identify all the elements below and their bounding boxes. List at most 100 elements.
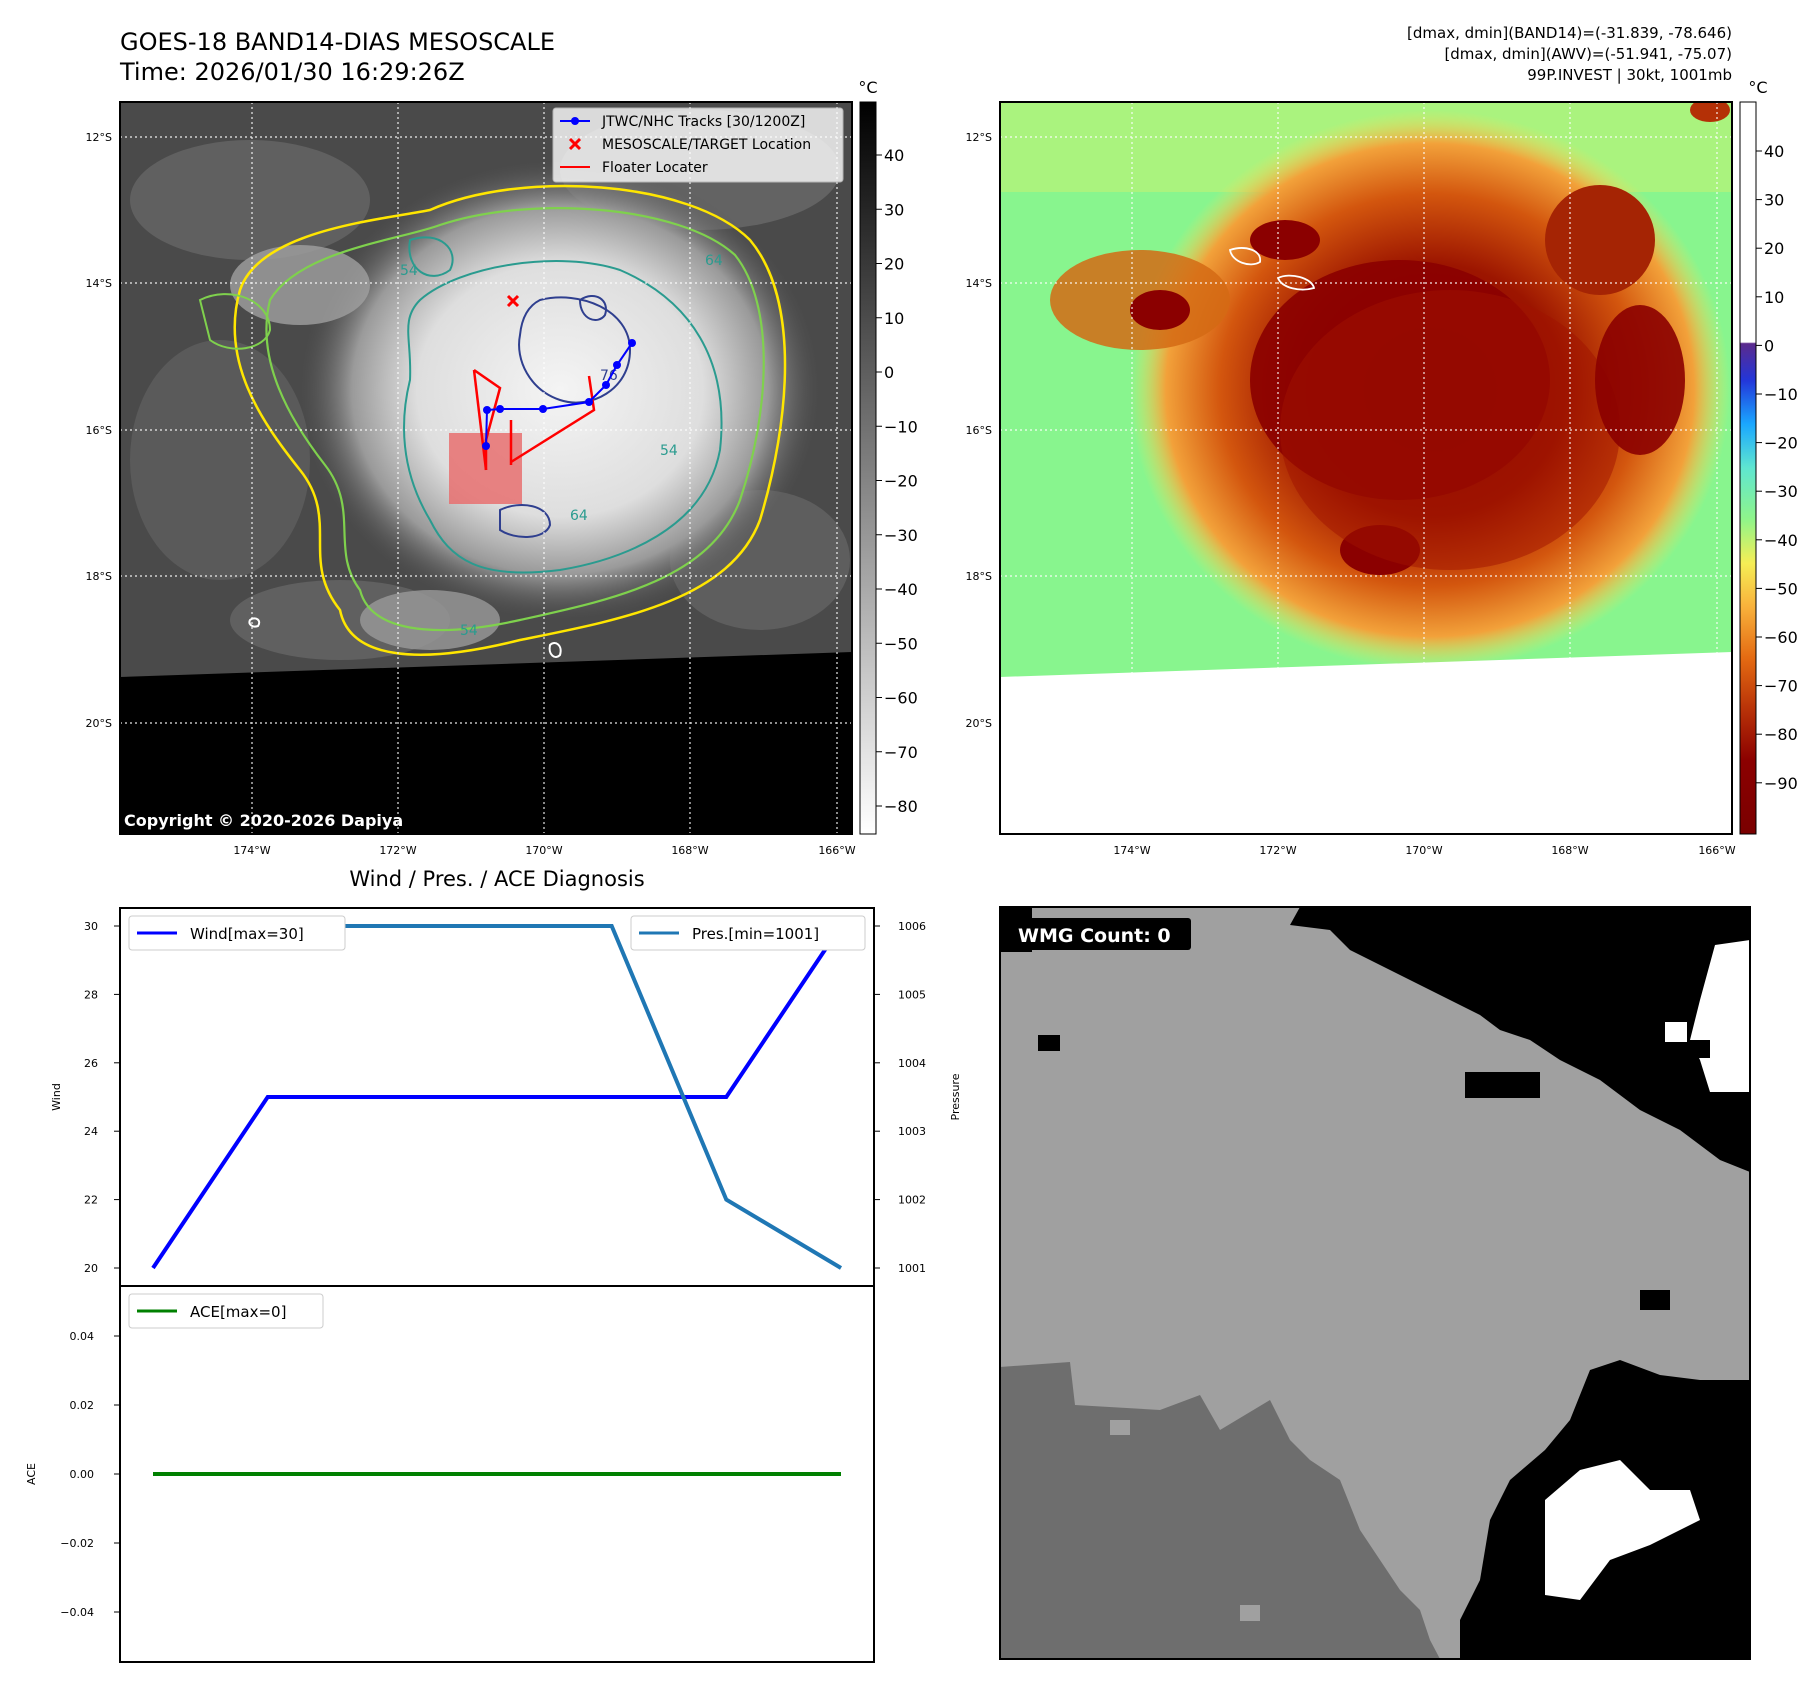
wmg-frame <box>999 906 1751 1660</box>
svg-text:174°W: 174°W <box>1113 844 1150 857</box>
awv-lat-labels: 12°S 14°S 16°S 18°S 20°S <box>966 131 992 730</box>
ir-colorbar-tick-label: 40 <box>884 146 904 165</box>
info-line-3: 99P.INVEST | 30kt, 1001mb <box>1527 66 1732 84</box>
target-marker <box>506 294 520 308</box>
ace-axis-ticks: 0.04 0.02 0.00 −0.02 −0.04 <box>60 1330 120 1619</box>
awv-no-data-region <box>1000 652 1732 834</box>
ace-legend: ACE[max=0] <box>128 1293 324 1329</box>
awv-frame <box>999 101 1733 835</box>
pressure-ylabel: Pressure <box>949 1073 962 1120</box>
ace-ylabel: ACE <box>25 1463 38 1485</box>
diag-title: Wind / Pres. / ACE Diagnosis <box>349 867 644 891</box>
awv-colorbar: °C 40 30 20 10 0 −10 −20 −30 −40 −50 −60 −70 −80 −90 <box>1739 78 1798 835</box>
ir-lon-labels: 174°W 172°W 170°W 168°W 166°W <box>233 844 855 857</box>
awv-colorbar-tick-label: −30 <box>1764 482 1798 501</box>
legend-track: JTWC/NHC Tracks [30/1200Z] <box>601 114 805 130</box>
contour-label-2: 64 <box>570 508 588 524</box>
svg-text:12°S: 12°S <box>966 131 992 144</box>
wind-tick-label: 20 <box>84 1262 98 1275</box>
diag-panel: Wind / Pres. / ACE Diagnosis 30 28 26 24 22 2… <box>25 867 962 1663</box>
ir-legend: JTWC/NHC Tracks [30/1200Z] MESOSCALE/TAR… <box>552 107 844 183</box>
svg-text:174°W: 174°W <box>233 844 270 857</box>
awv-panel: 12°S 14°S 16°S 18°S 20°S 174°W 172°W 170… <box>966 78 1798 857</box>
wmg-count-label: WMG Count: 0 <box>1018 925 1171 947</box>
pressure-tick-label: 1006 <box>898 920 926 933</box>
wmg-dark-grey-region <box>1000 1362 1440 1659</box>
svg-text:172°W: 172°W <box>1259 844 1296 857</box>
awv-colorbar-tick-label: −20 <box>1764 434 1798 453</box>
awv-colorbar-tick-label: 10 <box>1764 288 1784 307</box>
ir-panel: 64 64 54 54 54 76 <box>86 78 918 857</box>
svg-text:170°W: 170°W <box>525 844 562 857</box>
wind-tick-label: 22 <box>84 1194 98 1207</box>
wmg-count-badge <box>1008 918 1191 950</box>
pressure-tick-label: 1005 <box>898 988 926 1001</box>
ir-colorbar-tick-label: 0 <box>884 363 894 382</box>
svg-text:18°S: 18°S <box>966 570 992 583</box>
awv-colorbar-tick-label: −40 <box>1764 531 1798 550</box>
ir-colorbar: °C 40 30 20 10 0 −10 −20 −30 −40 −50 −60 −70 −80 <box>858 78 918 835</box>
ir-frame <box>119 101 853 835</box>
legend-floater: Floater Locater <box>602 160 708 176</box>
svg-text:16°S: 16°S <box>86 424 112 437</box>
contour-outer <box>233 184 787 656</box>
wind-series <box>151 924 843 1270</box>
svg-text:14°S: 14°S <box>86 277 112 290</box>
wind-axis-ticks: 30 28 26 24 22 20 <box>84 920 120 1275</box>
contour-core <box>518 296 632 404</box>
svg-text:20°S: 20°S <box>86 717 112 730</box>
ir-colorbar-tick-label: −10 <box>884 417 918 436</box>
svg-text:12°S: 12°S <box>86 131 112 144</box>
copyright: Copyright © 2020-2026 Dapiya <box>124 811 403 830</box>
pressure-axis-ticks: 1006 1005 1004 1003 1002 1001 <box>874 920 926 1275</box>
awv-colorbar-tick-label: 20 <box>1764 239 1784 258</box>
ir-colorbar-tick-label: −70 <box>884 743 918 762</box>
wind-tick-label: 26 <box>84 1057 98 1070</box>
pressure-tick-label: 1001 <box>898 1262 926 1275</box>
ace-tick-label: 0.00 <box>70 1468 95 1481</box>
pressure-tick-label: 1004 <box>898 1057 926 1070</box>
ir-colorbar-tick-label: −30 <box>884 526 918 545</box>
awv-colorbar-tick-label: −60 <box>1764 628 1798 647</box>
svg-text:170°W: 170°W <box>1405 844 1442 857</box>
wind-legend: Wind[max=30] <box>128 915 346 951</box>
title-line-2: Time: 2026/01/30 16:29:26Z <box>119 58 465 86</box>
ir-colorbar-tick-label: −20 <box>884 472 918 491</box>
awv-colorbar-tick-label: 0 <box>1764 336 1774 355</box>
title-line-1: GOES-18 BAND14-DIAS MESOSCALE <box>120 28 555 56</box>
svg-text:16°S: 16°S <box>966 424 992 437</box>
awv-colorbar-tick-label: 30 <box>1764 191 1784 210</box>
svg-text:168°W: 168°W <box>671 844 708 857</box>
ir-no-data-region <box>120 652 852 834</box>
info-line-2: [dmax, dmin](AWV)=(-51.941, -75.07) <box>1444 45 1732 63</box>
info-line-1: [dmax, dmin](BAND14)=(-31.839, -78.646) <box>1407 24 1732 42</box>
contour-label-1: 64 <box>705 253 723 269</box>
ir-colorbar-tick-label: −50 <box>884 634 918 653</box>
pressure-tick-label: 1002 <box>898 1194 926 1207</box>
floater-locater-line <box>473 368 596 470</box>
awv-colorbar-tick-label: −80 <box>1764 725 1798 744</box>
wind-tick-label: 30 <box>84 920 98 933</box>
ir-colorbar-tick-label: −40 <box>884 580 918 599</box>
contour-mid <box>265 207 765 632</box>
awv-colorbar-unit: °C <box>1748 78 1767 97</box>
pressure-tick-label: 1003 <box>898 1125 926 1138</box>
pres-legend-label: Pres.[min=1001] <box>692 925 819 943</box>
contour-label-3: 54 <box>660 443 678 459</box>
ir-lat-labels: 12°S 14°S 16°S 18°S 20°S <box>86 131 112 730</box>
awv-colorbar-tick-label: −10 <box>1764 385 1798 404</box>
svg-text:14°S: 14°S <box>966 277 992 290</box>
wind-legend-label: Wind[max=30] <box>190 925 304 943</box>
wind-tick-label: 24 <box>84 1125 98 1138</box>
svg-text:168°W: 168°W <box>1551 844 1588 857</box>
track-points <box>482 339 636 450</box>
awv-gridlines <box>1000 102 1732 834</box>
svg-text:172°W: 172°W <box>379 844 416 857</box>
svg-text:20°S: 20°S <box>966 717 992 730</box>
pres-legend: Pres.[min=1001] <box>630 915 866 951</box>
awv-lon-labels: 174°W 172°W 170°W 168°W 166°W <box>1113 844 1735 857</box>
ir-colorbar-tick-label: 10 <box>884 309 904 328</box>
wmg-white-patch-bottom <box>1545 1460 1700 1600</box>
awv-colorbar-tick-label: 40 <box>1764 142 1784 161</box>
